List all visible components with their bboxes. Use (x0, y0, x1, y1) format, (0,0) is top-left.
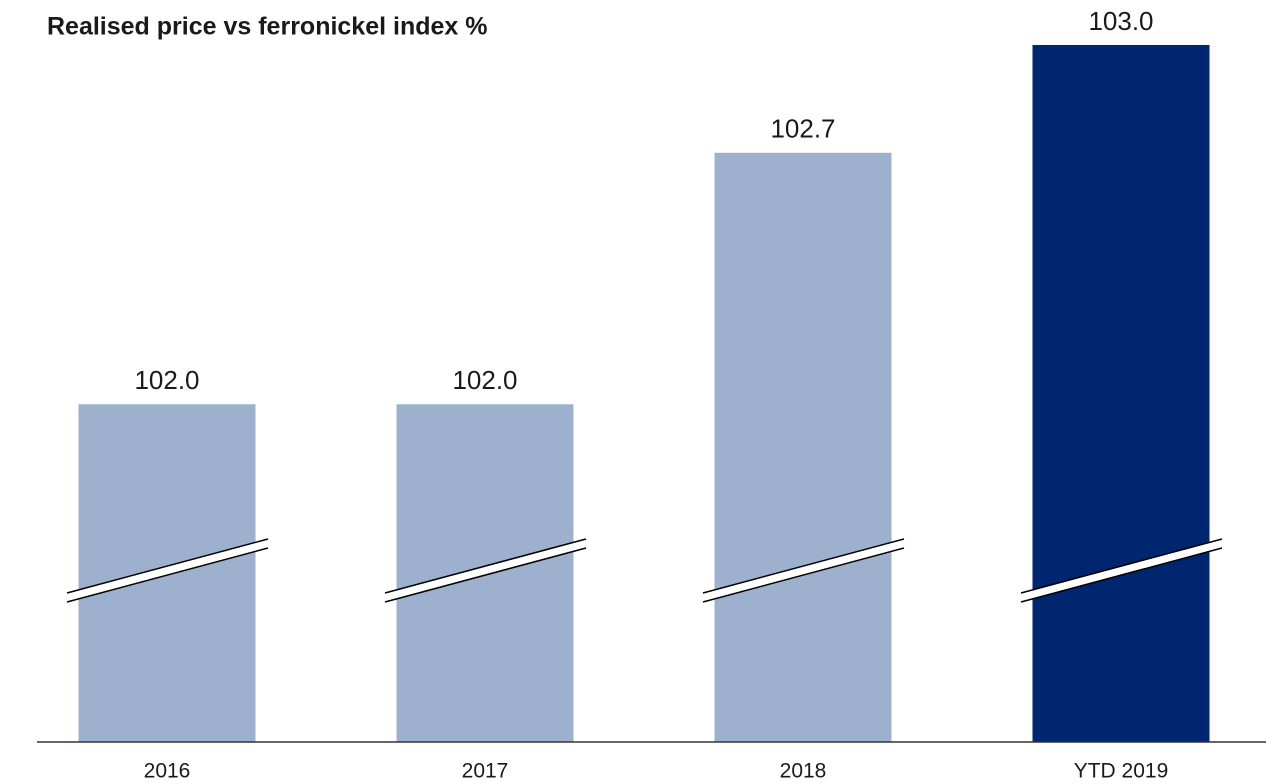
axis-break (67, 539, 268, 602)
chart-title: Realised price vs ferronickel index % (47, 13, 487, 41)
axis-break (1021, 539, 1222, 602)
axis-break-edge (1020, 547, 1223, 603)
x-tick-label: YTD 2019 (1074, 760, 1169, 783)
value-label: 102.0 (134, 365, 199, 395)
axis-break-edge (384, 538, 587, 594)
axis-break (385, 539, 586, 602)
x-tick-label: 2016 (144, 760, 191, 783)
bar (714, 152, 892, 742)
axis-break (703, 539, 904, 602)
value-label: 102.7 (770, 114, 835, 144)
axis-break-edge (1020, 538, 1223, 594)
value-label: 102.0 (452, 365, 517, 395)
axis-break-edge (384, 547, 587, 603)
axis-break-edge (702, 538, 905, 594)
axis-break-edge (66, 547, 269, 603)
x-tick-label: 2018 (780, 760, 827, 783)
axis-break-edge (66, 538, 269, 594)
x-tick-label: 2017 (462, 760, 509, 783)
bar (1032, 45, 1210, 742)
axis-break-edge (702, 547, 905, 603)
value-label: 103.0 (1088, 6, 1153, 36)
